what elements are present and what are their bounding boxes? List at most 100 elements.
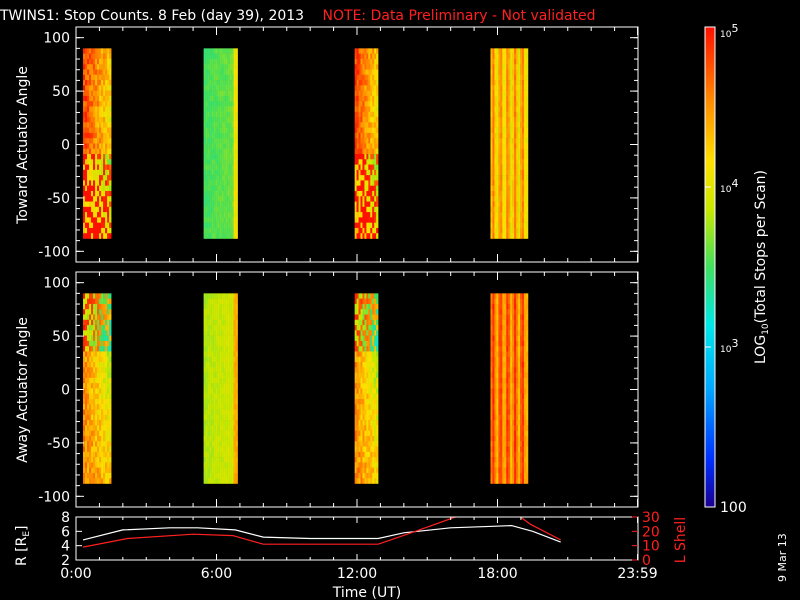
heatmap-cell: [213, 393, 216, 400]
heatmap-cell: [103, 372, 106, 379]
heatmap-cell: [514, 409, 517, 416]
heatmap-cell: [87, 153, 90, 160]
heatmap-cell: [498, 169, 501, 176]
heatmap-cell: [91, 388, 94, 395]
heatmap-cell: [504, 430, 507, 437]
heatmap-cell: [107, 356, 110, 363]
heatmap-cell: [372, 111, 375, 118]
heatmap-cell: [490, 185, 493, 192]
heatmap-cell: [356, 462, 359, 468]
heatmap-cell: [209, 383, 212, 389]
heatmap-cell: [374, 185, 377, 192]
heatmap-cell: [235, 404, 238, 410]
heatmap-cell: [107, 132, 110, 139]
heatmap-cell: [209, 175, 212, 181]
heatmap-cell: [492, 85, 495, 91]
heatmap-cell: [217, 117, 220, 123]
heatmap-cell: [525, 233, 529, 239]
heatmap-cell: [205, 414, 208, 421]
heatmap-cell: [368, 457, 371, 463]
heatmap-cell: [362, 117, 365, 123]
heatmap-cell: [231, 185, 234, 192]
heatmap-cell: [229, 478, 232, 484]
heatmap-cell: [374, 175, 377, 181]
heatmap-cell: [506, 53, 509, 60]
heatmap-cell: [496, 435, 499, 442]
heatmap-cell: [360, 196, 363, 202]
heatmap-cell: [99, 298, 102, 305]
heatmap-cell: [358, 462, 361, 468]
heatmap-cell: [520, 190, 523, 197]
heatmap-cell: [376, 58, 379, 65]
heatmap-cell: [520, 414, 523, 421]
heatmap-cell: [496, 58, 499, 65]
heatmap-cell: [496, 101, 499, 107]
heatmap-cell: [358, 169, 361, 176]
heatmap-cell: [99, 143, 102, 150]
heatmap-cell: [215, 48, 218, 54]
heatmap-cell: [227, 314, 230, 321]
heatmap-cell: [362, 143, 365, 150]
heatmap-cell: [506, 404, 509, 410]
heatmap-cell: [207, 138, 210, 144]
heatmap-cell: [103, 101, 106, 107]
heatmap-cell: [229, 233, 232, 239]
heatmap-cell: [217, 148, 220, 155]
heatmap-cell: [360, 117, 363, 123]
heatmap-cell: [520, 53, 523, 60]
heatmap-cell: [89, 143, 92, 150]
heatmap-cell: [227, 132, 230, 139]
heatmap-cell: [492, 309, 495, 315]
heatmap-cell: [217, 90, 220, 97]
heatmap-cell: [356, 409, 359, 416]
heatmap-cell: [370, 330, 373, 336]
heatmap-cell: [358, 138, 361, 144]
heatmap-cell: [231, 314, 234, 321]
heatmap-cell: [101, 478, 104, 484]
heatmap-cell: [496, 314, 499, 321]
heatmap-cell: [83, 351, 86, 358]
heatmap-cell: [227, 148, 230, 155]
heatmap-cell: [366, 462, 369, 468]
heatmap-cell: [233, 388, 236, 395]
heatmap-cell: [109, 314, 112, 321]
heatmap-cell: [95, 309, 98, 315]
heatmap-cell: [514, 95, 517, 102]
heatmap-cell: [209, 425, 212, 431]
heatmap-cell: [233, 153, 236, 160]
heatmap-cell: [233, 383, 236, 389]
heatmap-cell: [229, 111, 232, 118]
heatmap-cell: [494, 122, 497, 128]
heatmap-cell: [219, 164, 222, 171]
heatmap-cell: [506, 346, 509, 352]
heatmap-cell: [525, 356, 529, 363]
heatmap-cell: [213, 85, 216, 91]
heatmap-cell: [101, 64, 104, 70]
heatmap-cell: [514, 138, 517, 144]
heatmap-cell: [229, 335, 232, 342]
heatmap-cell: [354, 132, 357, 139]
heatmap-cell: [498, 372, 501, 379]
heatmap-cell: [85, 48, 88, 54]
heatmap-cell: [91, 48, 94, 54]
heatmap-cell: [93, 351, 96, 358]
heatmap-cell: [500, 362, 503, 368]
heatmap-cell: [225, 148, 228, 155]
heatmap-cell: [203, 95, 206, 102]
heatmap-cell: [518, 169, 521, 176]
heatmap-cell: [368, 462, 371, 468]
heatmap-cell: [492, 212, 495, 218]
colorbar-tick-label: 105: [720, 22, 738, 40]
heatmap-cell: [518, 404, 521, 410]
heatmap-cell: [514, 117, 517, 123]
heatmap-cell: [203, 217, 206, 223]
heatmap-cell: [494, 80, 497, 86]
heatmap-cell: [203, 472, 206, 479]
heatmap-cell: [492, 132, 495, 139]
heatmap-cell: [372, 404, 375, 410]
heatmap-cell: [514, 53, 517, 60]
heatmap-cell: [93, 314, 96, 321]
heatmap-cell: [109, 122, 112, 128]
heatmap-cell: [525, 132, 529, 139]
heatmap-cell: [217, 58, 220, 65]
